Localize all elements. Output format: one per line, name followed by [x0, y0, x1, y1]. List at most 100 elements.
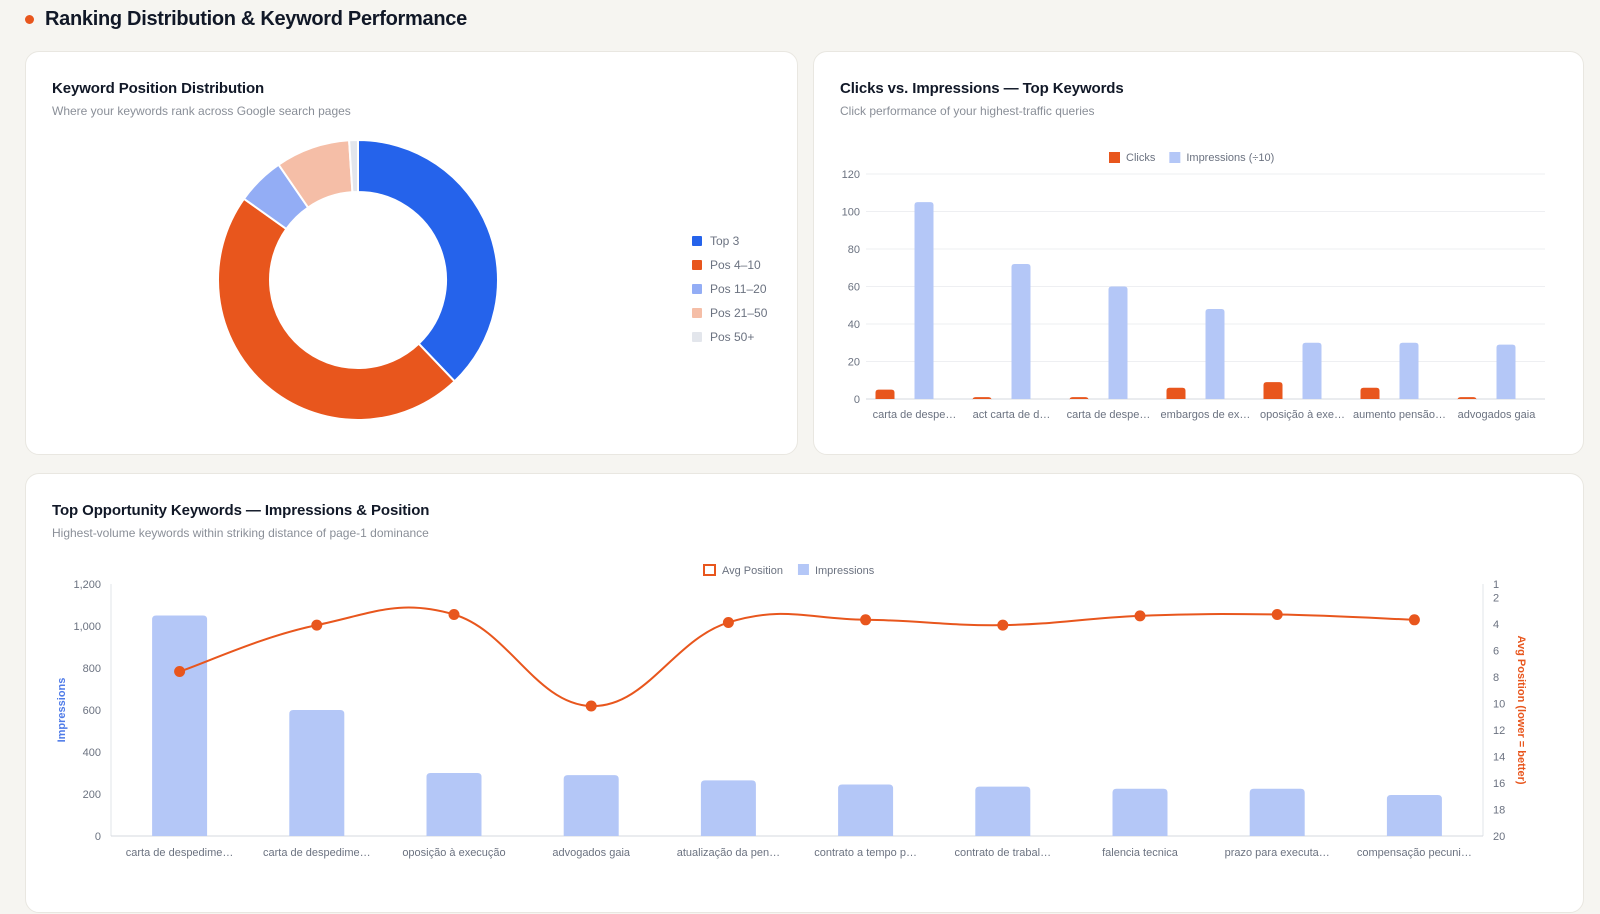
- legend-item-pos-50[interactable]: Pos 50+: [692, 325, 767, 349]
- bar-clicks-5: [1360, 387, 1380, 399]
- legend-swatch: [692, 332, 702, 342]
- x-tick-label: contrato de trabal…: [954, 847, 1051, 859]
- x-tick-label: atualização da pen…: [677, 847, 780, 859]
- avg-position-line: [179, 606, 1415, 708]
- bar-clicks-0: [875, 389, 895, 399]
- legend-label: Pos 50+: [710, 330, 755, 344]
- x-tick-label: carta de despedime…: [126, 847, 234, 859]
- y2-tick-label: 20: [1493, 831, 1505, 843]
- y2-tick-label: 2: [1493, 592, 1499, 604]
- y-tick-label: 600: [83, 705, 101, 717]
- bar-clicks-6: [1457, 397, 1477, 401]
- donut-legend: Top 3 Pos 4–10 Pos 11–20 Pos 21–50 Pos 50+: [692, 229, 767, 349]
- legend-swatch-impressions: [797, 564, 809, 575]
- x-tick-label: embargos de ex…: [1161, 409, 1251, 421]
- legend-label-impressions: Impressions: [815, 565, 875, 577]
- bar-impressions-10-4: [1302, 342, 1322, 399]
- bar-clicks-2: [1069, 397, 1089, 401]
- bar-impressions-9: [1386, 795, 1442, 836]
- legend-label: Top 3: [710, 234, 740, 248]
- legend-label-impressions-10: Impressions (÷10): [1186, 152, 1274, 164]
- bar-impressions-10-0: [914, 202, 934, 399]
- legend-swatch: [692, 284, 702, 294]
- bar-chart-legend: Clicks Impressions (÷10): [1109, 152, 1274, 164]
- donut-slice-pos-4-10: [217, 197, 457, 421]
- legend-label: Pos 21–50: [710, 306, 768, 320]
- bar-impressions-1: [289, 710, 345, 836]
- y2-tick-label: 4: [1493, 619, 1499, 631]
- card-subtitle: Click performance of your highest-traffi…: [840, 104, 1095, 118]
- x-tick-label: carta de despedime…: [263, 847, 371, 859]
- y-tick-label: 400: [83, 747, 101, 759]
- bar-impressions-2: [426, 773, 482, 836]
- y-tick-label: 1,000: [73, 621, 101, 633]
- y2-tick-label: 18: [1493, 804, 1505, 816]
- y-tick-label: 80: [848, 244, 860, 256]
- bar-impressions-8: [1249, 788, 1305, 836]
- bar-impressions-3: [563, 775, 619, 836]
- y2-tick-label: 10: [1493, 698, 1505, 710]
- avg-position-point-0: [174, 666, 186, 678]
- donut-slice-top-3: [357, 138, 499, 383]
- avg-position-point-7: [1134, 610, 1146, 622]
- y2-tick-label: 14: [1493, 751, 1505, 763]
- legend-label-avg-position: Avg Position: [722, 565, 783, 577]
- bar-impressions-10-5: [1399, 342, 1419, 399]
- position-distribution-card: Keyword Position Distribution Where your…: [25, 51, 798, 455]
- legend-label-clicks: Clicks: [1126, 152, 1156, 164]
- legend-item-pos-11-20[interactable]: Pos 11–20: [692, 277, 767, 301]
- legend-swatch: [692, 308, 702, 318]
- bar-impressions-10-1: [1011, 264, 1031, 399]
- card-title: Keyword Position Distribution: [52, 80, 265, 97]
- avg-position-point-8: [1271, 609, 1283, 621]
- y-tick-label: 100: [842, 207, 860, 219]
- x-tick-label: advogados gaia: [552, 847, 631, 859]
- y-tick-label: 60: [848, 282, 860, 294]
- bar-impressions-7: [1112, 788, 1168, 836]
- opportunity-combo-chart: 0 200 400 600 800 1,000 1,200 12 4 6 8 10 12 14 16 18 20…: [56, 564, 1527, 859]
- y2-tick-label: 1: [1493, 579, 1499, 591]
- card-subtitle: Highest-volume keywords within striking …: [52, 526, 429, 540]
- bar-impressions-6: [975, 786, 1031, 836]
- y2-axis-title: Avg Position (lower = better): [1515, 635, 1527, 784]
- y-tick-label: 40: [848, 319, 860, 331]
- bar-clicks-4: [1263, 382, 1283, 399]
- x-tick-label: oposição à exe…: [1260, 409, 1345, 421]
- x-tick-label: advogados gaia: [1458, 409, 1537, 421]
- bar-impressions-4: [700, 780, 756, 836]
- legend-item-top-3[interactable]: Top 3: [692, 229, 767, 253]
- bar-impressions-5: [838, 784, 894, 836]
- x-tick-label: aumento pensão…: [1353, 409, 1446, 421]
- y-tick-label: 120: [842, 169, 860, 181]
- y2-tick-label: 12: [1493, 725, 1505, 737]
- clicks-impressions-chart: 0 20 40 60 80 100 120 carta de despe… act carta …: [842, 152, 1545, 421]
- clicks-impressions-card: Clicks vs. Impressions — Top Keywords Cl…: [813, 51, 1584, 455]
- avg-position-point-3: [585, 700, 597, 712]
- legend-item-pos-21-50[interactable]: Pos 21–50: [692, 301, 767, 325]
- legend-swatch-avg-position: [703, 564, 716, 576]
- x-tick-label: prazo para executa…: [1225, 847, 1330, 859]
- section-accent-dot: [25, 14, 34, 24]
- avg-position-point-2: [448, 609, 460, 621]
- x-tick-label: falencia tecnica: [1102, 847, 1179, 859]
- x-tick-label: oposição à execução: [402, 847, 505, 859]
- card-subtitle: Where your keywords rank across Google s…: [52, 104, 351, 118]
- y-tick-label: 0: [95, 831, 101, 843]
- section-title: Ranking Distribution & Keyword Performan…: [45, 7, 467, 30]
- legend-swatch: [692, 236, 702, 246]
- legend-swatch: [692, 260, 702, 270]
- bar-impressions-10-6: [1496, 344, 1516, 399]
- bar-impressions-0: [152, 615, 208, 836]
- opportunity-keywords-card: Top Opportunity Keywords — Impressions &…: [25, 473, 1584, 913]
- y2-tick-label: 6: [1493, 645, 1499, 657]
- legend-label: Pos 4–10: [710, 258, 761, 272]
- x-tick-label: carta de despe…: [1067, 409, 1151, 421]
- legend-label: Pos 11–20: [710, 282, 767, 296]
- x-tick-label: act carta de d…: [973, 409, 1051, 421]
- card-title: Top Opportunity Keywords — Impressions &…: [52, 502, 430, 519]
- legend-item-pos-4-10[interactable]: Pos 4–10: [692, 253, 767, 277]
- bar-clicks-3: [1166, 387, 1186, 399]
- x-tick-label: compensação pecuni…: [1357, 847, 1472, 859]
- legend-swatch-clicks: [1109, 152, 1120, 163]
- y-tick-label: 1,200: [73, 579, 101, 591]
